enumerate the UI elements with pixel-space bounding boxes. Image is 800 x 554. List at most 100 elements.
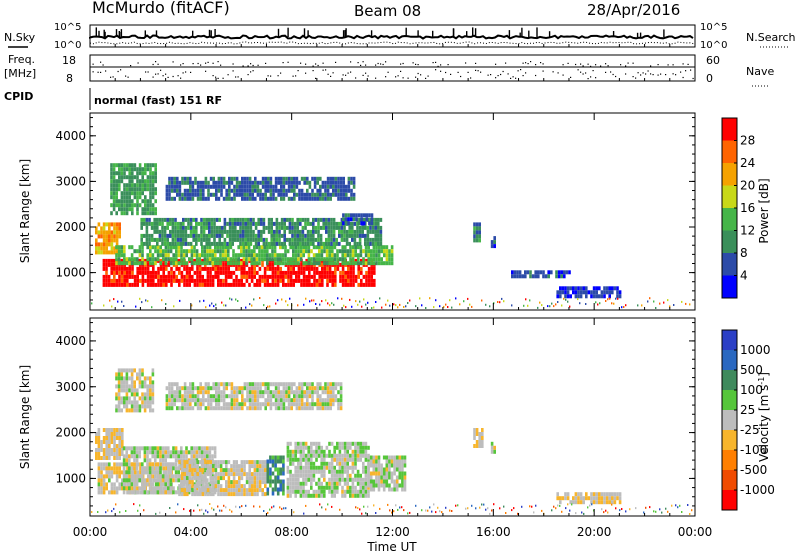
heatmap-cell <box>217 480 220 485</box>
heatmap-cell <box>254 390 257 395</box>
heatmap-cell <box>167 253 170 258</box>
heatmap-cell <box>141 368 144 373</box>
heatmap-cell <box>356 453 360 458</box>
heatmap-cell <box>193 270 197 275</box>
heatmap-cell <box>269 266 272 271</box>
heatmap-cell <box>125 195 129 200</box>
heatmap-cell <box>370 278 373 283</box>
heatmap-cell <box>579 286 583 291</box>
noise-cell <box>235 298 237 301</box>
heatmap-cell <box>133 278 137 283</box>
heatmap-cell <box>224 278 228 283</box>
heatmap-cell <box>176 229 180 234</box>
heatmap-cell <box>317 485 321 490</box>
heatmap-cell <box>249 225 253 230</box>
heatmap-cell <box>542 274 545 279</box>
heatmap-cell <box>202 192 205 197</box>
heatmap-cell <box>130 454 134 459</box>
heatmap-cell <box>353 233 357 238</box>
heatmap-cell <box>138 203 142 208</box>
heatmap-cell <box>286 453 290 458</box>
heatmap-cell <box>287 278 290 283</box>
heatmap-cell <box>245 460 249 465</box>
heatmap-cell <box>228 192 231 197</box>
heatmap-cell <box>139 258 142 263</box>
heatmap-cell <box>196 386 200 391</box>
heatmap-cell <box>210 229 214 234</box>
nave-dot <box>562 74 564 76</box>
heatmap-cell <box>134 470 137 475</box>
heatmap-cell <box>174 221 177 226</box>
heatmap-cell <box>357 257 360 262</box>
heatmap-cell <box>117 376 121 381</box>
freq-dot <box>447 64 449 66</box>
heatmap-cell <box>374 225 377 230</box>
heatmap-cell <box>163 217 167 222</box>
heatmap-cell <box>291 237 294 242</box>
freq-dot <box>172 61 174 63</box>
heatmap-cell <box>183 278 186 283</box>
heatmap-cell <box>128 478 131 483</box>
heatmap-cell <box>140 221 143 226</box>
heatmap-cell <box>559 496 562 501</box>
heatmap-cell <box>115 404 118 409</box>
heatmap-cell <box>323 477 326 482</box>
heatmap-cell <box>172 474 175 479</box>
heatmap-cell <box>204 484 207 489</box>
heatmap-cell <box>245 257 248 262</box>
freq-dot <box>542 63 544 65</box>
heatmap-cell <box>592 492 596 497</box>
heatmap-cell <box>219 488 223 493</box>
heatmap-cell <box>206 484 210 489</box>
heatmap-cell <box>230 468 233 473</box>
heatmap-cell <box>117 388 121 393</box>
heatmap-cell <box>195 249 199 254</box>
heatmap-cell <box>188 476 192 481</box>
heatmap-cell <box>182 249 186 254</box>
heatmap-cell <box>345 184 348 189</box>
heatmap-cell <box>191 480 194 485</box>
heatmap-cell <box>393 483 396 488</box>
heatmap-cell <box>112 171 116 176</box>
heatmap-cell <box>181 196 184 201</box>
heatmap-cell <box>377 467 381 472</box>
heatmap-cell <box>154 274 158 279</box>
heatmap-cell <box>122 458 126 463</box>
heatmap-cell <box>293 402 296 407</box>
heatmap-cell <box>317 489 321 494</box>
heatmap-cell <box>131 163 134 168</box>
heatmap-cell <box>280 382 283 387</box>
heatmap-cell <box>240 460 244 465</box>
heatmap-cell <box>390 459 394 464</box>
nave-dot <box>570 76 572 78</box>
freq-dot <box>242 65 244 67</box>
heatmap-cell <box>100 482 103 487</box>
heatmap-cell <box>232 464 236 469</box>
heatmap-cell <box>385 257 389 262</box>
heatmap-cell <box>289 261 292 266</box>
heatmap-cell <box>244 233 247 238</box>
heatmap-cell <box>279 479 283 484</box>
heatmap-cell <box>343 441 347 446</box>
heatmap-cell <box>352 196 356 201</box>
heatmap-cell <box>105 250 108 255</box>
noise-cell <box>503 300 505 303</box>
heatmap-cell <box>292 282 295 287</box>
heatmap-cell <box>297 266 301 271</box>
heatmap-cell <box>224 245 227 250</box>
heatmap-cell <box>269 459 272 464</box>
heatmap-cell <box>280 394 283 399</box>
freq-dot <box>252 64 254 67</box>
heatmap-cell <box>220 398 223 403</box>
noise-cell <box>241 505 243 508</box>
heatmap-cell <box>561 286 565 291</box>
heatmap-cell <box>214 261 217 266</box>
heatmap-cell <box>393 467 396 472</box>
heatmap-cell <box>234 261 238 266</box>
heatmap-cell <box>167 245 170 250</box>
heatmap-cell <box>246 192 249 197</box>
heatmap-cell <box>290 386 293 391</box>
heatmap-cell <box>224 257 227 262</box>
heatmap-cell <box>273 253 277 258</box>
heatmap-cell <box>313 390 317 395</box>
